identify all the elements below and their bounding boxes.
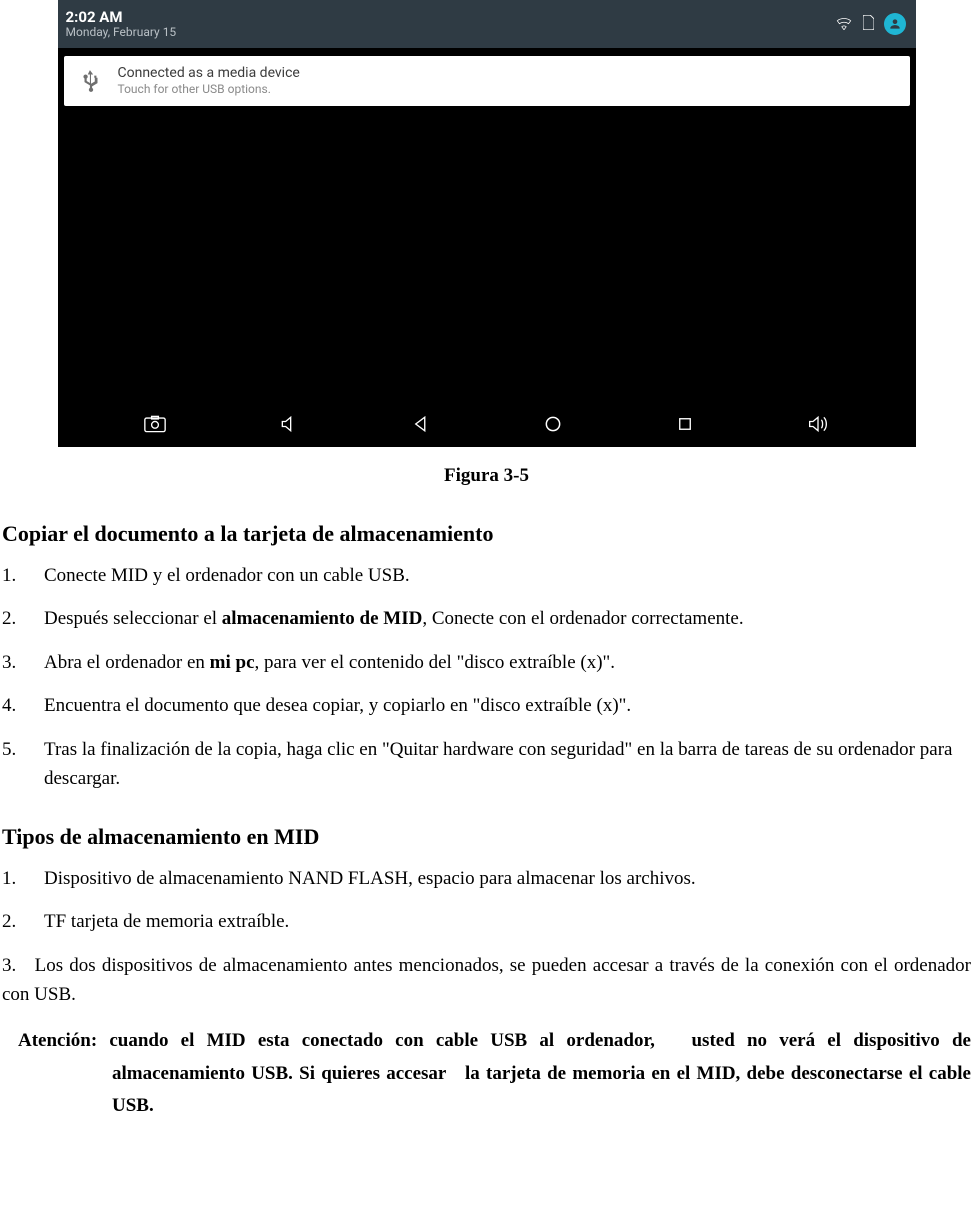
copy-steps-list: Conecte MID y el ordenador con un cable … bbox=[2, 561, 971, 794]
list-item: Después seleccionar el almacenamiento de… bbox=[2, 604, 971, 633]
wifi-icon bbox=[835, 15, 853, 34]
list-item: Encuentra el documento que desea copiar,… bbox=[2, 691, 971, 720]
status-bar: 2:02 AM Monday, February 15 bbox=[58, 0, 916, 48]
status-time: 2:02 AM bbox=[66, 9, 177, 26]
navigation-bar bbox=[58, 405, 916, 447]
status-date: Monday, February 15 bbox=[66, 26, 177, 39]
storage-item-3: 3. Los dos dispositivos de almacenamient… bbox=[2, 951, 971, 1010]
section-heading-storage: Tipos de almacenamiento en MID bbox=[2, 824, 971, 850]
screenshot-icon[interactable] bbox=[144, 415, 166, 437]
home-icon[interactable] bbox=[543, 414, 563, 438]
section-heading-copy: Copiar el documento a la tarjeta de alma… bbox=[2, 521, 971, 547]
attention-note: Atención: cuando el MID esta conectado c… bbox=[2, 1025, 971, 1122]
status-datetime: 2:02 AM Monday, February 15 bbox=[66, 9, 177, 39]
volume-down-icon[interactable] bbox=[279, 414, 299, 438]
notification-subtitle: Touch for other USB options. bbox=[118, 82, 300, 97]
recent-apps-icon[interactable] bbox=[676, 415, 694, 437]
usb-icon bbox=[78, 68, 104, 94]
sim-icon bbox=[863, 15, 874, 34]
list-item: Tras la finalización de la copia, haga c… bbox=[2, 735, 971, 794]
figure-caption: Figura 3-5 bbox=[0, 465, 973, 487]
android-screenshot: 2:02 AM Monday, February 15 Connected as… bbox=[58, 0, 916, 447]
list-item: Abra el ordenador en mi pc, para ver el … bbox=[2, 648, 971, 677]
notification-title: Connected as a media device bbox=[118, 65, 300, 83]
volume-up-icon[interactable] bbox=[807, 414, 829, 438]
back-icon[interactable] bbox=[412, 415, 430, 437]
list-item: TF tarjeta de memoria extraíble. bbox=[2, 907, 971, 936]
list-item: Dispositivo de almacenamiento NAND FLASH… bbox=[2, 864, 971, 893]
list-item: Conecte MID y el ordenador con un cable … bbox=[2, 561, 971, 590]
storage-list: Dispositivo de almacenamiento NAND FLASH… bbox=[2, 864, 971, 937]
usb-notification[interactable]: Connected as a media device Touch for ot… bbox=[64, 56, 910, 106]
document-body: Copiar el documento a la tarjeta de alma… bbox=[0, 521, 973, 1122]
user-avatar-icon[interactable] bbox=[884, 13, 906, 35]
